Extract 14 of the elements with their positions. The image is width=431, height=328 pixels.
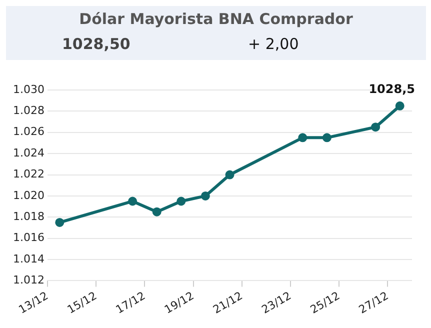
y-tick-label: 1.016: [12, 231, 44, 244]
text: 1028,50: [62, 35, 130, 53]
y-tick-label: 1.014: [12, 252, 44, 266]
y-tick-label: 1.018: [12, 210, 44, 224]
y-tick-label: 1.022: [12, 168, 44, 181]
y-tick-label: 1.012: [12, 274, 44, 287]
chart-title: Dólar Mayorista BNA Comprador: [78, 10, 354, 28]
text: + 2,00: [248, 35, 299, 53]
data-label: 1028,5: [368, 82, 416, 96]
y-tick-label: 1.020: [12, 188, 44, 202]
y-tick-label: 1.026: [12, 125, 44, 138]
y-tick-label: 1.028: [12, 104, 44, 118]
y-tick-label: 1.024: [12, 146, 44, 160]
y-tick-label: 1.030: [12, 82, 44, 96]
